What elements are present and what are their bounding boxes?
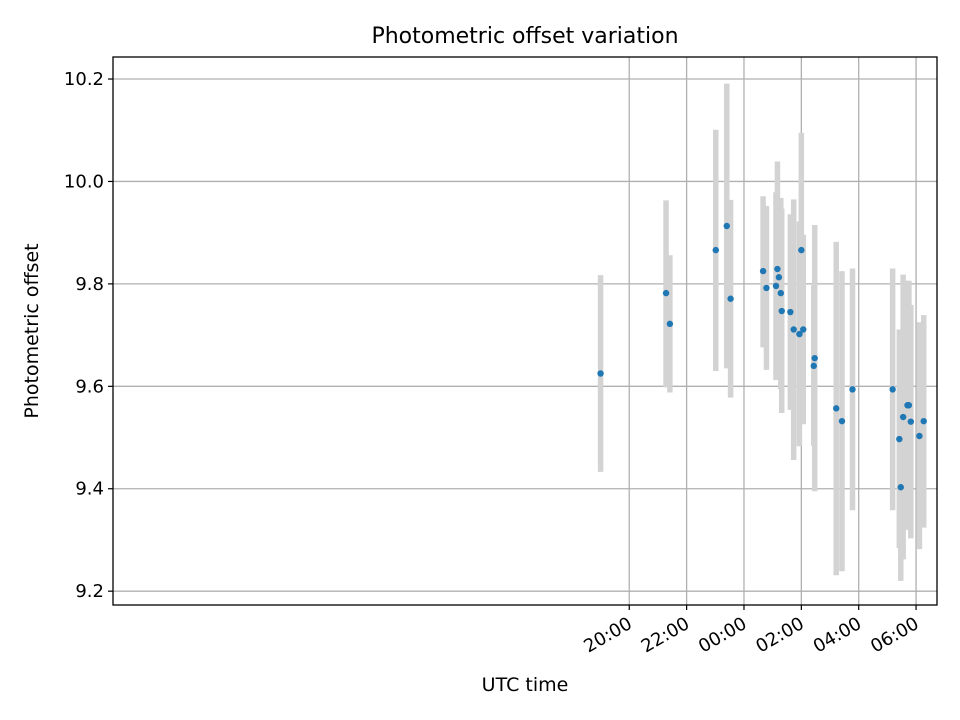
y-axis-ticks: 9.2 9.4 9.6 9.8 10.0 10.2 [64,69,113,602]
data-point [833,405,840,412]
data-point [889,386,896,393]
y-tick-label: 9.8 [75,274,104,295]
data-point [774,265,781,273]
data-point [849,386,856,393]
data-point [666,320,674,328]
data-point [800,326,807,333]
data-point [811,354,818,362]
data-point [838,417,846,425]
data-point [905,402,913,409]
data-point [759,267,767,275]
data-point [896,435,903,443]
data-point [796,330,803,338]
data-point [763,284,770,292]
data-point [777,289,784,297]
data-point [787,308,794,316]
data-point [662,289,670,297]
data-point [597,370,604,377]
data-point [798,246,805,254]
data-point [897,484,904,491]
data-point [712,246,719,254]
y-tick-label: 9.2 [75,581,104,602]
data-point [790,326,797,333]
data-point [778,307,785,315]
y-tick-label: 9.6 [75,376,104,397]
data-point [907,418,915,425]
data-point [775,274,783,281]
data-point [920,417,927,425]
data-point [916,432,923,440]
x-axis-label: UTC time [482,674,569,696]
data-point [772,282,780,290]
data-point [723,222,730,230]
plot-frame [112,56,938,606]
y-tick-label: 10.2 [64,69,104,90]
y-tick-label: 10.0 [64,171,104,192]
data-point [899,413,907,421]
y-tick-label: 9.4 [75,479,104,500]
data-markers [597,222,927,491]
data-point [727,295,734,302]
y-axis-label: Photometric offset [21,243,43,418]
data-point [810,362,817,370]
chart-title: Photometric offset variation [371,24,678,49]
